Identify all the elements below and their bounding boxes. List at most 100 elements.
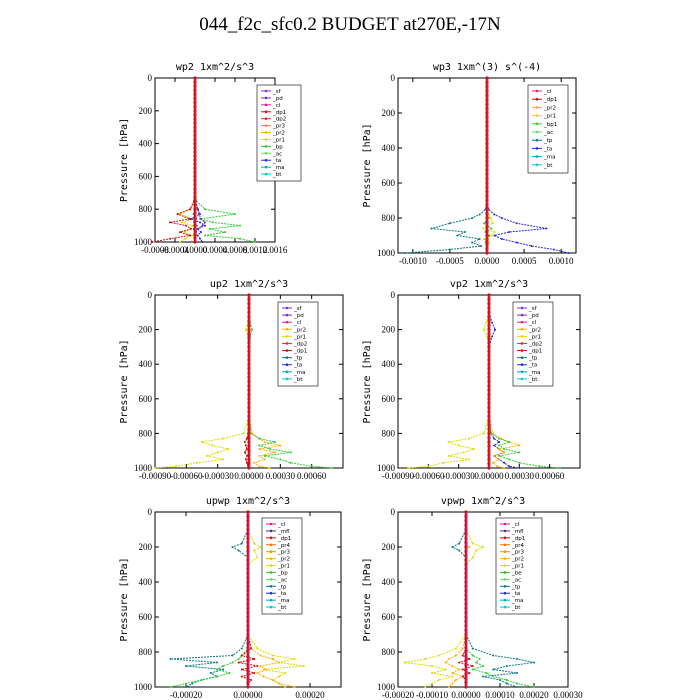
x-tick-label: 0.0010 <box>549 256 574 266</box>
series-point-pr1 <box>259 546 262 548</box>
series-point-dp1 <box>151 241 154 243</box>
legend-marker <box>269 529 273 533</box>
series-point-bp <box>471 654 474 657</box>
series-point-pr1 <box>482 328 485 331</box>
legend-label: _tp <box>511 584 521 590</box>
series-point-dp1 <box>243 441 246 444</box>
series-point-dp1 <box>240 654 243 657</box>
series-point-bp <box>274 441 277 444</box>
legend-marker <box>264 110 268 114</box>
series-point-pr1 <box>482 227 485 230</box>
legend-marker <box>285 327 289 331</box>
series-point-tp <box>456 234 459 237</box>
series-point-pr2 <box>258 465 261 468</box>
series-point-bp <box>518 461 521 464</box>
series-point-pd <box>196 208 199 211</box>
series-point-pr2 <box>258 454 261 457</box>
series-line-tp <box>451 512 535 688</box>
series-point-bp <box>485 672 488 674</box>
legend-marker <box>535 155 539 158</box>
series-point-pr2 <box>461 647 464 650</box>
legend-label: _cl <box>293 320 302 326</box>
series-point-bp1 <box>490 227 493 230</box>
series-point-pr1 <box>206 454 209 457</box>
legend-label: _pr2 <box>293 327 306 333</box>
x-tick-label: 0.0000 <box>475 256 500 266</box>
legend-marker <box>285 320 289 324</box>
y-axis-label: Pressure [hPa] <box>362 123 373 207</box>
series-point-bp <box>490 432 493 435</box>
x-tick-label: -0.00060 <box>170 471 203 481</box>
legend-label: _pr2 <box>543 105 556 111</box>
chart-panel-6: vpwp 1xm^2/s^3 Pressure [hPa] 0 200 400 600 80… <box>362 496 583 700</box>
chart-panel-5: upwp 1xm^2/s^3 Pressure [hPa] 0 200 400 600 80… <box>119 496 342 700</box>
series-point-pr2 <box>498 447 501 450</box>
series-point-tp <box>463 231 466 233</box>
series-point-tp <box>458 549 461 552</box>
series-line-pr1 <box>408 295 490 469</box>
series-point-pd <box>204 221 206 224</box>
legend-marker <box>264 89 268 93</box>
series-point-pr1 <box>191 234 194 237</box>
series-point-tp <box>222 668 225 671</box>
y-tick-label: 200 <box>139 325 153 335</box>
series-point-pr1 <box>242 432 245 435</box>
series-point-tp <box>209 672 212 674</box>
legend-marker <box>285 342 289 345</box>
y-axis-label: Pressure [hPa] <box>119 118 130 202</box>
legend-marker <box>520 320 524 324</box>
panel-title: wp3 1xm^(3) s^(-4) <box>433 62 541 73</box>
chart-panel-2: wp3 1xm^(3) s^(-4) Pressure [hPa] 0 200 400 6… <box>362 62 577 266</box>
series-point-bp <box>538 465 541 468</box>
series-point-pr1 <box>181 221 183 224</box>
chart-panel-1: wp2 1xm^2/s^3 Pressure [hPa] 0 200 400 600 800… <box>119 62 302 255</box>
series-point-pr1 <box>174 465 177 468</box>
series-point-pr1 <box>457 444 460 447</box>
legend-marker <box>535 89 539 93</box>
legend-label: _ta <box>277 591 286 597</box>
series-point-tp <box>240 542 243 545</box>
series-point-pr2 <box>492 461 495 464</box>
y-tick-label: 800 <box>139 647 153 657</box>
y-tick-label: 1000 <box>377 682 396 692</box>
series-point-tp <box>492 654 495 657</box>
series-point-bp <box>471 668 474 671</box>
legend-marker <box>269 605 273 609</box>
legend-label: _bt <box>543 163 553 169</box>
y-tick-label: 0 <box>391 73 396 83</box>
series-point-tp <box>448 248 451 251</box>
series-point-pr1 <box>221 437 224 440</box>
panel-title: upwp 1xm^2/s^3 <box>206 496 290 507</box>
series-point-pr1 <box>256 556 259 559</box>
legend-label: _pd <box>528 313 539 319</box>
series-point-dp1 <box>461 675 464 678</box>
series-point-dp1 <box>189 208 191 211</box>
series-point-ta <box>200 231 202 234</box>
series-point-tp <box>533 661 535 664</box>
series-point-pr2 <box>268 467 271 469</box>
legend-label: _ma <box>511 598 523 604</box>
series-point-pr1 <box>442 461 445 464</box>
series-line-bp <box>170 512 249 688</box>
series-point-bp <box>239 224 241 227</box>
legend-label: _pr1 <box>543 114 556 120</box>
series-point-pr2 <box>278 682 280 685</box>
series-point-bp <box>558 467 561 469</box>
series-point-bp <box>475 661 478 664</box>
legend-marker <box>264 124 268 127</box>
y-tick-label: 200 <box>382 542 396 552</box>
series-point-pr1 <box>278 675 280 678</box>
series-point-ta <box>500 238 503 240</box>
legend-label: _sf <box>293 306 303 312</box>
series-point-tp <box>231 546 234 548</box>
x-tick-label: 0.00060 <box>535 471 565 481</box>
series-point-ta <box>530 245 533 247</box>
series-point-pr1 <box>467 437 470 440</box>
y-tick-label: 800 <box>139 204 153 214</box>
legend-label: _dp2 <box>272 117 286 123</box>
legend-marker <box>264 145 268 148</box>
legend-marker <box>264 96 268 100</box>
series-point-bp <box>254 241 256 243</box>
x-tick-label: -0.00020 <box>382 690 415 700</box>
series-point-ta <box>508 231 511 233</box>
